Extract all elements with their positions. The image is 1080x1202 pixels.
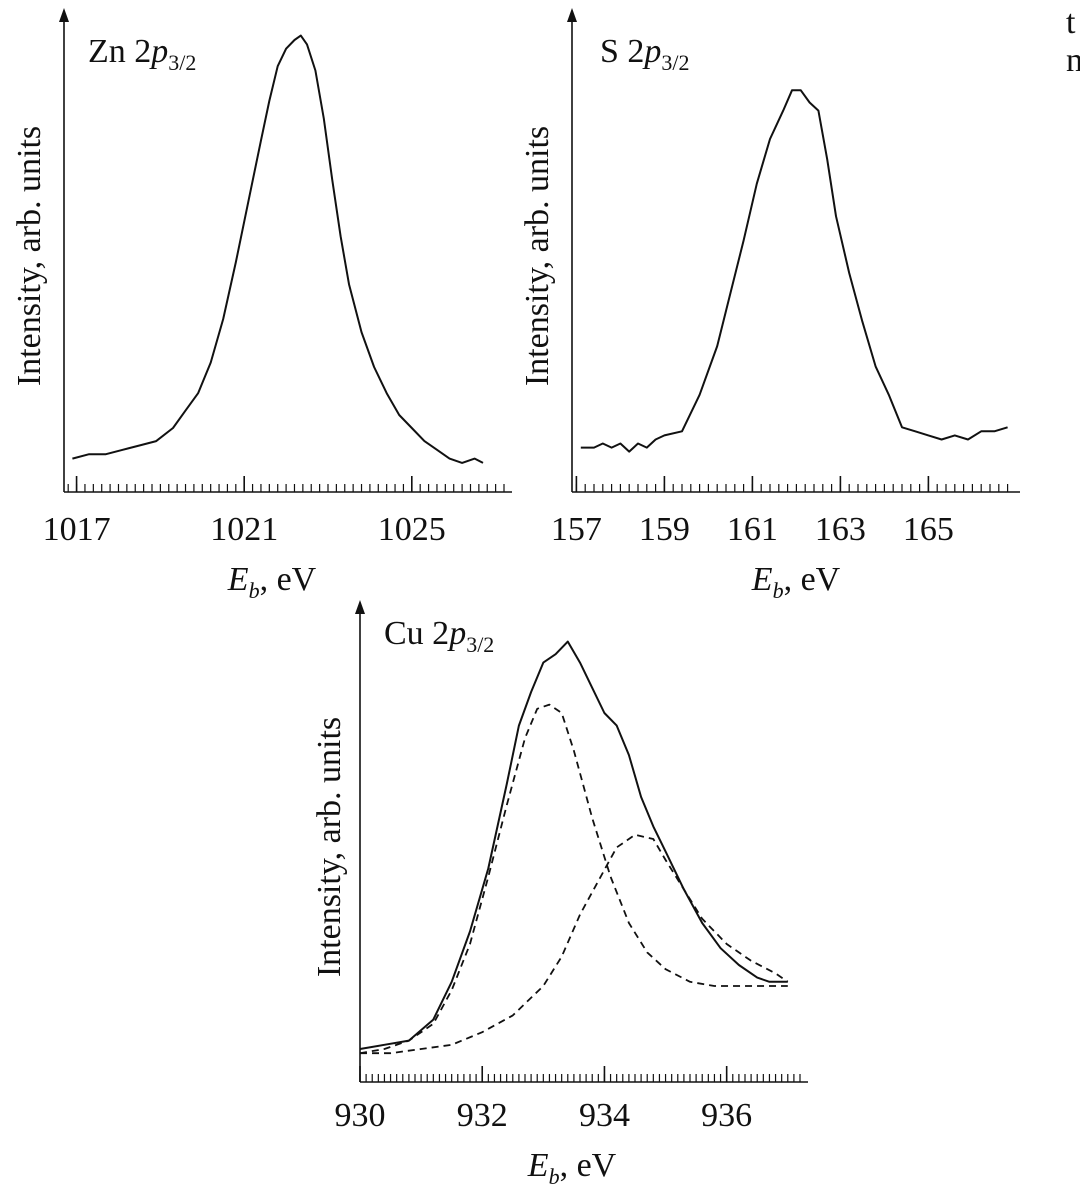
x-tick-label-zn: 1017 [43, 511, 111, 548]
chart-zn: 1017 1021 1025 Zn 2p3/2 Intensity, arb. unit… [11, 8, 512, 603]
x-tick-label-cu: 936 [701, 1097, 752, 1134]
x-axis-label-s: Eb, eV [751, 561, 841, 603]
y-axis-label-s: Intensity, arb. units [519, 126, 556, 386]
x-tick-label-zn: 1021 [210, 511, 278, 548]
x-tick-label-s: 159 [639, 511, 690, 548]
cropped-text-line-1: t [1066, 4, 1076, 41]
chart-s: 157 159 161 163 165 S 2p3/2 Intensity, arb. un… [519, 8, 1020, 603]
x-axis-label-cu: Eb, eV [527, 1147, 617, 1189]
y-axis-label-cu: Intensity, arb. units [311, 717, 348, 977]
spectrum-line-zn-0 [72, 34, 484, 464]
x-tick-label-cu: 930 [335, 1097, 386, 1134]
x-tick-label-s: 165 [903, 511, 954, 548]
y-axis-label-zn: Intensity, arb. units [11, 126, 48, 386]
spectrum-line-s-0 [580, 89, 1008, 453]
x-tick-label-zn: 1025 [378, 511, 446, 548]
x-axis-label-zn: Eb, eV [227, 561, 317, 603]
x-tick-label-cu: 934 [579, 1097, 630, 1134]
chart-title-zn: Zn 2p3/2 [88, 33, 196, 75]
chart-title-s: S 2p3/2 [600, 33, 690, 75]
chart-cu: 930 932 934 936 Cu 2p3/2 Intensity, arb. unit… [311, 600, 808, 1189]
x-tick-label-s: 157 [551, 511, 602, 548]
x-tick-label-s: 163 [815, 511, 866, 548]
x-tick-label-s: 161 [727, 511, 778, 548]
fit-component-line-cu-2 [360, 833, 789, 1055]
y-axis-arrow-cu [355, 600, 365, 614]
y-axis-arrow-s [567, 8, 577, 22]
x-tick-label-cu: 932 [457, 1097, 508, 1134]
spectrum-line-cu-0 [359, 640, 788, 1050]
y-axis-arrow-zn [59, 8, 69, 22]
fit-component-line-cu-1 [359, 703, 788, 1055]
chart-title-cu: Cu 2p3/2 [384, 615, 494, 657]
cropped-text-line-2: n [1066, 42, 1080, 79]
